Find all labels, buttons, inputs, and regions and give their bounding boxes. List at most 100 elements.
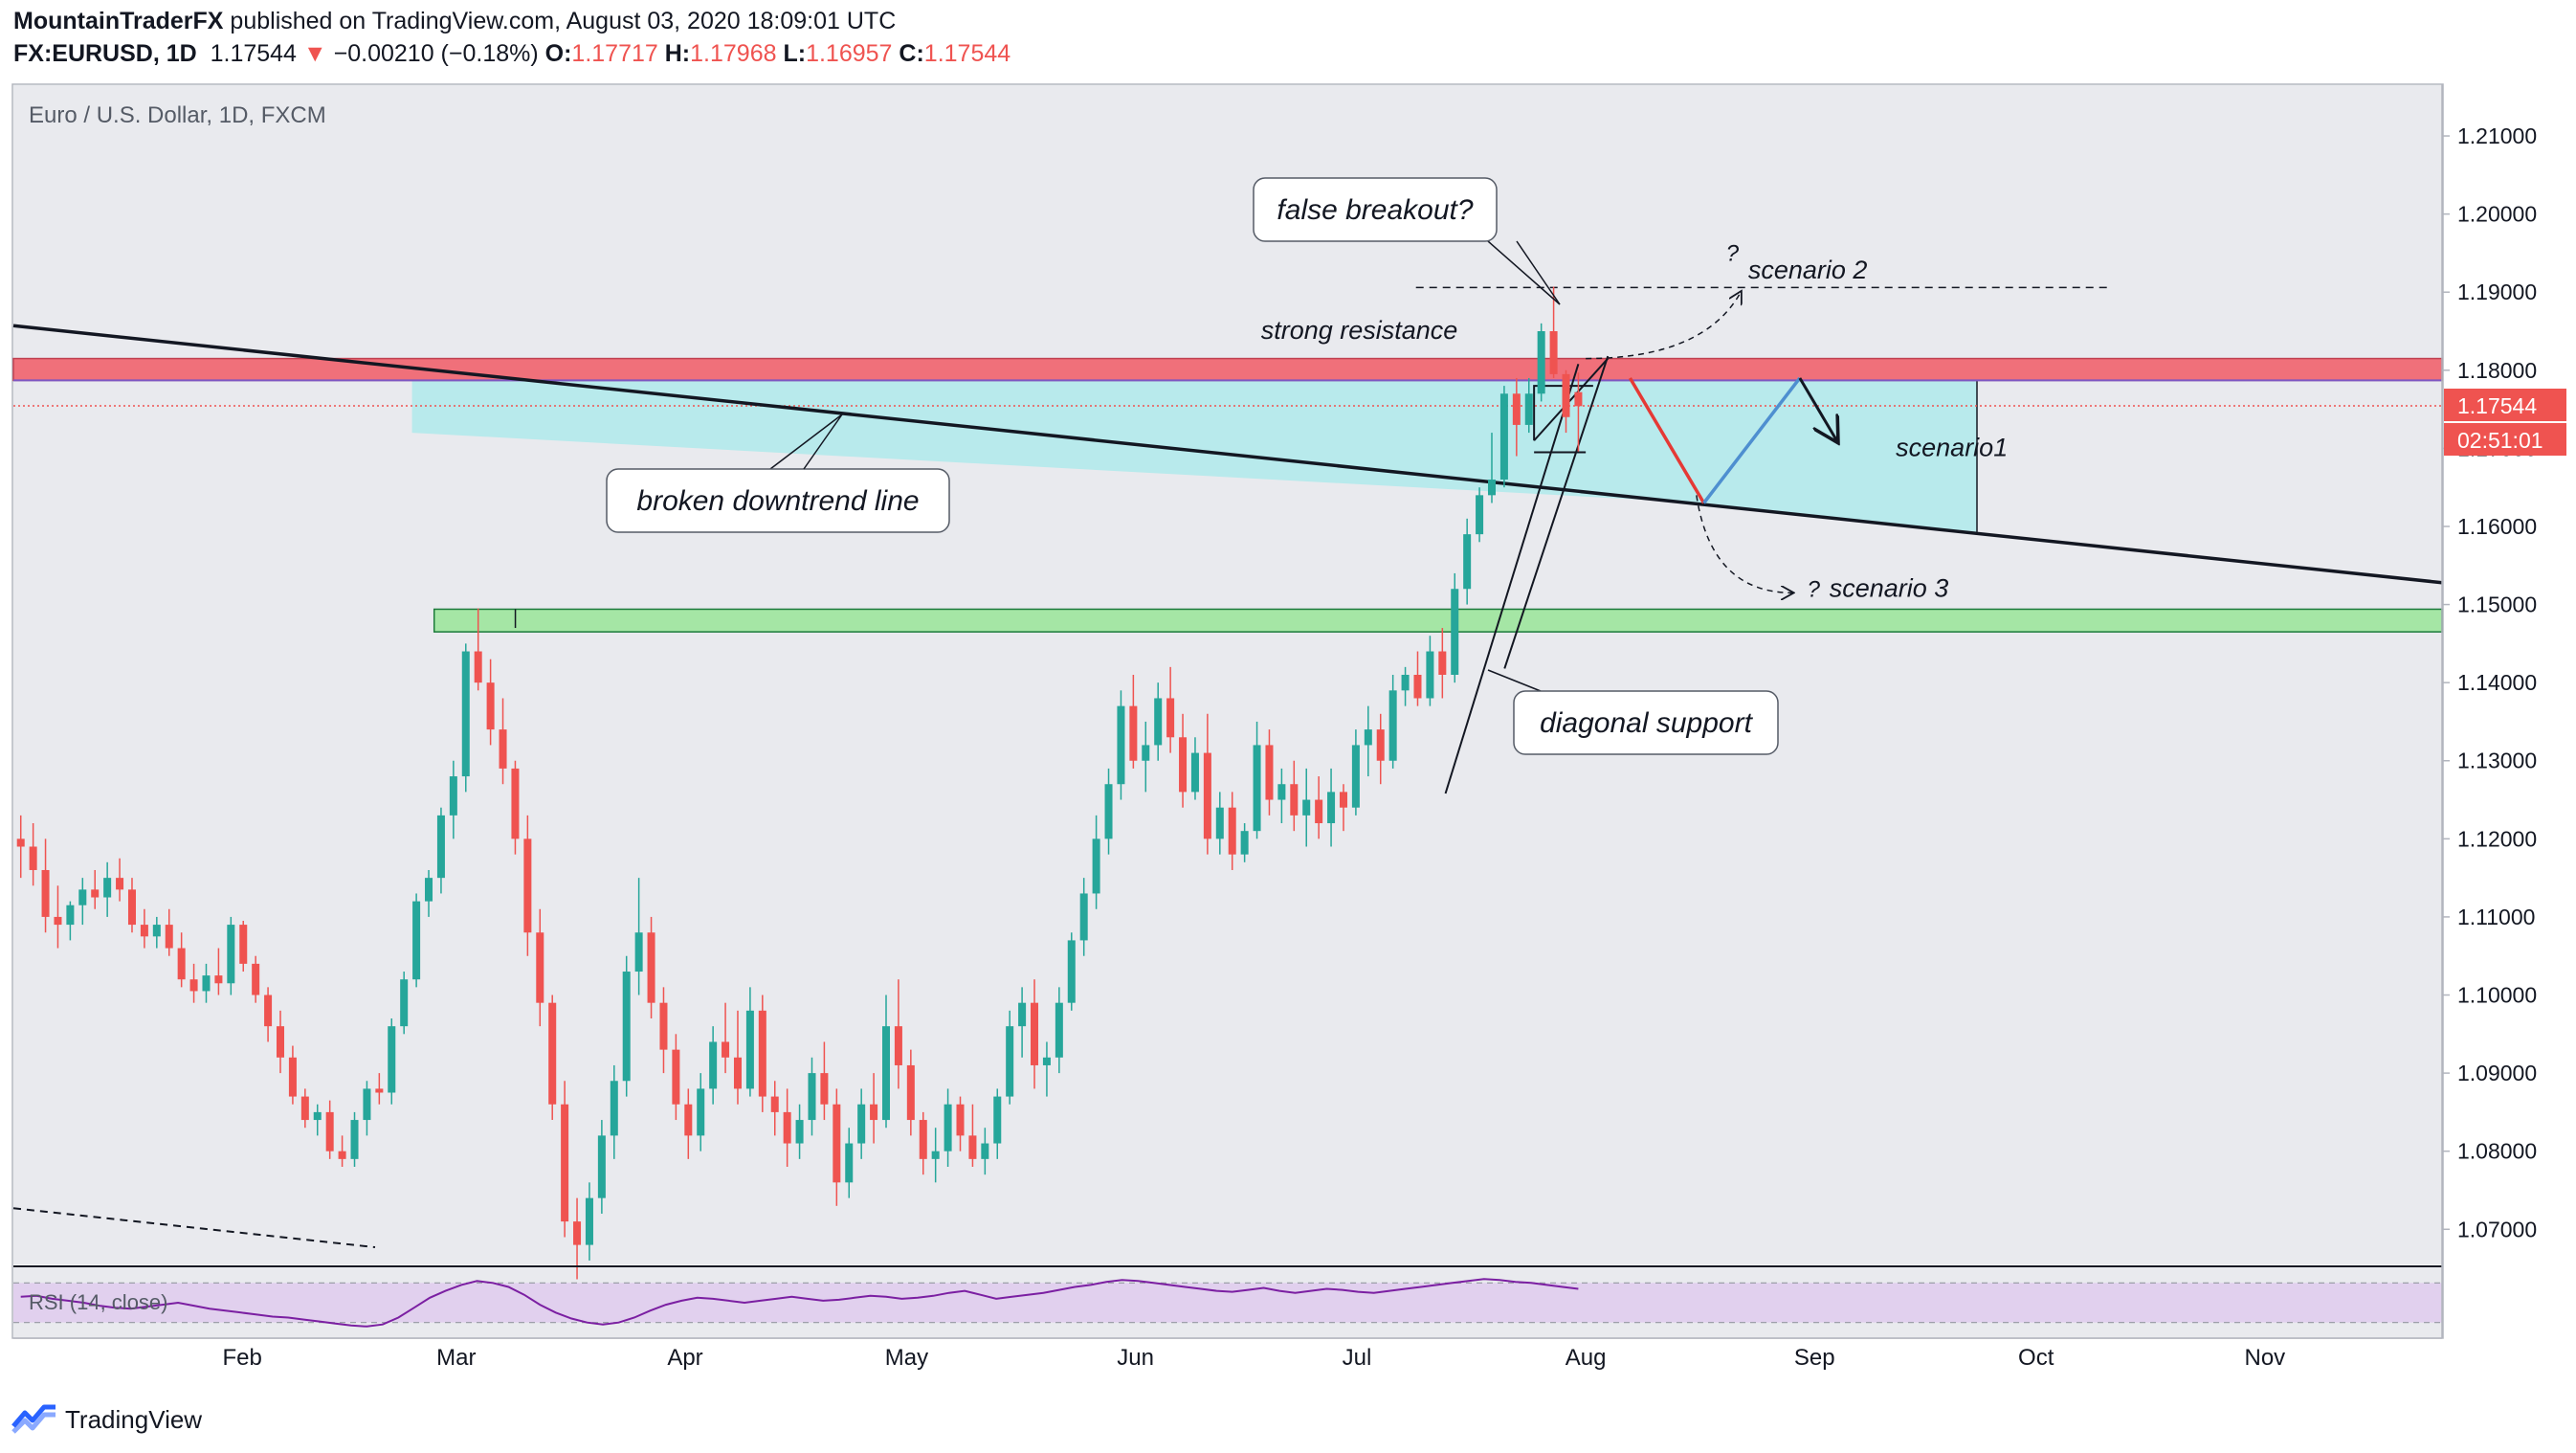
candle[interactable] (1042, 1041, 1051, 1097)
candle[interactable] (1463, 518, 1472, 605)
candle[interactable] (1290, 760, 1299, 832)
candle[interactable] (499, 698, 507, 785)
diagonal-support-callout[interactable]: diagonal support (1487, 669, 1779, 755)
rsi-line[interactable] (20, 1278, 1579, 1328)
candle[interactable] (375, 1073, 384, 1105)
candle[interactable] (931, 1128, 940, 1183)
scenario-drop-line[interactable] (1628, 377, 1706, 504)
flag-top[interactable] (1533, 385, 1593, 441)
candle[interactable] (1487, 433, 1497, 503)
scenario3-arrow[interactable] (1696, 495, 1792, 592)
candle[interactable] (597, 1120, 606, 1214)
candle[interactable] (1339, 784, 1347, 832)
candle[interactable] (1451, 572, 1459, 683)
candle[interactable] (548, 995, 557, 1121)
candle[interactable] (412, 893, 421, 988)
candle[interactable] (1031, 979, 1039, 1089)
candle[interactable] (91, 869, 100, 909)
candle[interactable] (1117, 690, 1125, 800)
candle[interactable] (585, 1182, 593, 1261)
candle[interactable] (1277, 768, 1286, 824)
candle[interactable] (1240, 823, 1249, 862)
candle[interactable] (1142, 721, 1150, 793)
candle[interactable] (449, 760, 457, 839)
candle[interactable] (313, 1104, 322, 1136)
candle[interactable] (1253, 721, 1261, 839)
candle[interactable] (622, 955, 631, 1097)
candle[interactable] (1166, 666, 1175, 753)
candle[interactable] (239, 921, 248, 972)
broken-downtrend-callout[interactable]: broken downtrend line (606, 414, 950, 533)
candle[interactable] (165, 908, 173, 956)
candle[interactable] (140, 908, 148, 949)
candle[interactable] (1524, 377, 1533, 434)
candle[interactable] (919, 1111, 927, 1175)
diagonal-support-upper[interactable] (1444, 363, 1580, 794)
candle[interactable] (956, 1096, 965, 1151)
candle[interactable] (1179, 713, 1188, 808)
candle[interactable] (78, 878, 87, 926)
candle[interactable] (338, 1135, 346, 1168)
false-breakout-callout[interactable]: false breakout? (1253, 177, 1561, 305)
candle[interactable] (672, 1034, 680, 1121)
diagonal-support-lower[interactable] (1503, 355, 1610, 669)
candle[interactable] (66, 901, 75, 941)
candle[interactable] (610, 1064, 618, 1159)
scenario-rebound-line[interactable] (1702, 376, 1802, 504)
candle[interactable] (152, 916, 161, 949)
candle[interactable] (41, 838, 50, 933)
candle[interactable] (103, 861, 112, 917)
candle[interactable] (363, 1081, 371, 1136)
candle[interactable] (1376, 713, 1385, 785)
candle[interactable] (189, 963, 198, 1003)
candle[interactable] (944, 1088, 952, 1168)
candle[interactable] (1549, 286, 1558, 378)
candle[interactable] (795, 1104, 804, 1159)
candle[interactable] (1315, 776, 1323, 839)
candle[interactable] (511, 760, 520, 855)
candle[interactable] (745, 987, 754, 1097)
candle[interactable] (1055, 987, 1063, 1074)
candle[interactable] (202, 963, 211, 1003)
candle[interactable] (325, 1100, 334, 1159)
candle[interactable] (1364, 705, 1372, 777)
candle[interactable] (659, 987, 668, 1074)
candle[interactable] (1079, 878, 1088, 956)
candle[interactable] (1006, 1010, 1014, 1105)
candle[interactable] (29, 823, 37, 886)
candle[interactable] (993, 1088, 1002, 1159)
candle[interactable] (870, 1073, 878, 1144)
candle[interactable] (227, 916, 235, 995)
countdown-tag[interactable] (2444, 423, 2566, 457)
candle[interactable] (1203, 713, 1211, 855)
candle[interactable] (425, 869, 433, 917)
candle[interactable] (758, 995, 766, 1112)
candle[interactable] (857, 1088, 866, 1159)
candle[interactable] (1413, 651, 1422, 706)
candle[interactable] (894, 979, 902, 1089)
candle[interactable] (1104, 768, 1113, 855)
candle[interactable] (1302, 768, 1311, 847)
candle[interactable] (276, 1010, 285, 1074)
candle[interactable] (709, 1026, 718, 1105)
candle[interactable] (770, 1081, 779, 1136)
candle[interactable] (820, 1041, 829, 1121)
candle[interactable] (264, 987, 273, 1042)
candle[interactable] (16, 815, 25, 879)
candle[interactable] (1154, 682, 1163, 761)
candle[interactable] (300, 1088, 309, 1129)
old-dashed-trendline[interactable] (12, 1207, 376, 1249)
flag-diagonal[interactable] (1533, 357, 1610, 441)
candle[interactable] (1092, 815, 1100, 909)
candle[interactable] (1067, 932, 1076, 1011)
candle[interactable] (1327, 768, 1336, 847)
candle[interactable] (474, 608, 482, 691)
candle[interactable] (1018, 987, 1027, 1058)
candle[interactable] (523, 815, 532, 956)
candle[interactable] (54, 885, 62, 949)
scenario-arrow[interactable] (1798, 377, 1837, 440)
candle[interactable] (1401, 666, 1410, 706)
candle[interactable] (214, 948, 223, 995)
candle[interactable] (116, 858, 124, 902)
